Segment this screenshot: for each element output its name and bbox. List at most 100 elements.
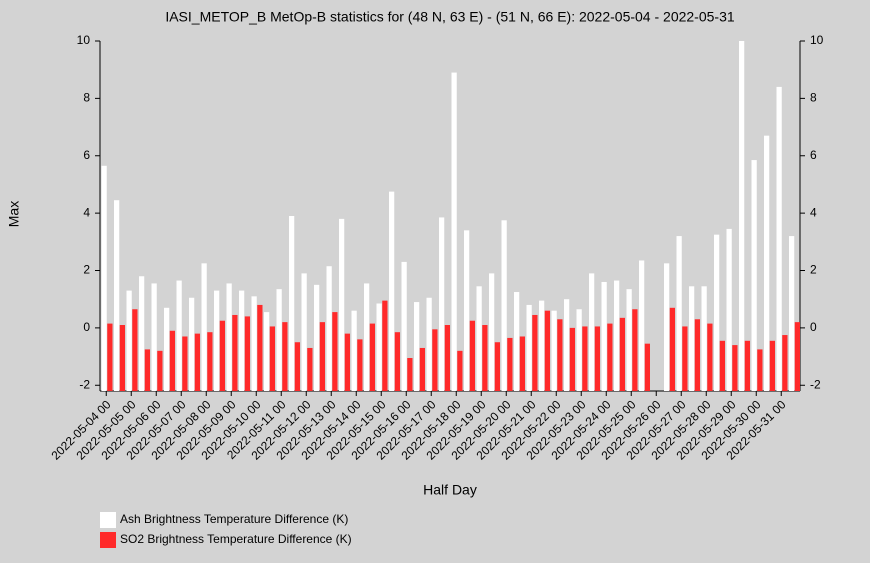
bar [189, 297, 195, 391]
bar [207, 332, 213, 391]
bar [601, 281, 607, 391]
y-tick-label: 8 [83, 91, 90, 105]
bar [351, 310, 357, 391]
bar [607, 323, 613, 391]
bar [139, 276, 145, 391]
bar [369, 323, 375, 391]
bar [751, 160, 757, 391]
bar [426, 297, 432, 391]
y2-tick-label: 4 [810, 205, 817, 219]
bar [319, 322, 325, 391]
bar [789, 236, 795, 391]
bar [569, 327, 575, 391]
bar [344, 333, 350, 391]
y2-tick-label: 8 [810, 91, 817, 105]
bar [339, 218, 345, 391]
bar [457, 350, 463, 391]
bar [419, 347, 425, 391]
bar [326, 266, 332, 391]
bar [214, 290, 220, 391]
bar [626, 289, 632, 391]
bar [589, 273, 595, 391]
y-tick-label: 10 [77, 33, 91, 47]
y2-tick-label: -2 [810, 377, 821, 391]
bar [794, 322, 800, 391]
bar [744, 340, 750, 391]
bar [244, 316, 250, 391]
bar [407, 358, 413, 391]
bar [632, 309, 638, 391]
bar [114, 200, 120, 391]
bar [776, 86, 782, 391]
bar [414, 302, 420, 391]
bar [619, 317, 625, 391]
bar [757, 349, 763, 391]
bar [119, 325, 125, 391]
bar [714, 234, 720, 391]
bar [194, 333, 200, 391]
bar [551, 310, 557, 391]
bar [582, 326, 588, 391]
bar [157, 350, 163, 391]
bar [707, 323, 713, 391]
bar [501, 220, 507, 391]
bar [144, 349, 150, 391]
bar [732, 345, 738, 391]
bar [201, 263, 207, 391]
legend-swatch [100, 512, 116, 528]
bar [476, 286, 482, 391]
bar [264, 312, 270, 391]
bar [169, 330, 175, 391]
bar [664, 263, 670, 391]
bar [769, 340, 775, 391]
chart-title: IASI_METOP_B MetOp-B statistics for (48 … [165, 9, 735, 25]
bar [594, 326, 600, 391]
bar [301, 273, 307, 391]
y-tick-label: 0 [83, 320, 90, 334]
legend-label: Ash Brightness Temperature Difference (K… [120, 512, 348, 526]
bar [451, 72, 457, 392]
bar [644, 343, 650, 391]
bar [257, 304, 263, 391]
bar [614, 280, 620, 391]
y2-tick-label: 0 [810, 320, 817, 334]
bar [394, 332, 400, 391]
bar [576, 309, 582, 391]
bar [564, 299, 570, 391]
bar [176, 280, 182, 391]
bar [439, 217, 445, 391]
bar [557, 319, 563, 391]
bar [219, 320, 225, 391]
bar [401, 261, 407, 391]
bar [126, 290, 132, 391]
bar [269, 326, 275, 391]
bar [782, 335, 788, 391]
bar [232, 314, 238, 391]
x-axis-label: Half Day [423, 482, 477, 498]
bar [726, 228, 732, 391]
bar [489, 273, 495, 391]
y2-tick-label: 6 [810, 148, 817, 162]
bar [464, 230, 470, 391]
bar [532, 314, 538, 391]
bar [132, 309, 138, 391]
bar [276, 289, 282, 391]
bar [294, 342, 300, 391]
bar [382, 300, 388, 391]
bar [357, 339, 363, 391]
bar [739, 41, 745, 391]
bar [101, 165, 107, 391]
bar [432, 329, 438, 391]
bar [526, 304, 532, 391]
bar [376, 303, 382, 391]
bar [701, 286, 707, 391]
bar [519, 336, 525, 391]
bar [164, 307, 170, 391]
bar [226, 283, 232, 391]
bar [676, 236, 682, 391]
bar [289, 216, 295, 391]
bar [182, 336, 188, 391]
bar [469, 320, 475, 391]
legend-label: SO2 Brightness Temperature Difference (K… [120, 532, 352, 546]
